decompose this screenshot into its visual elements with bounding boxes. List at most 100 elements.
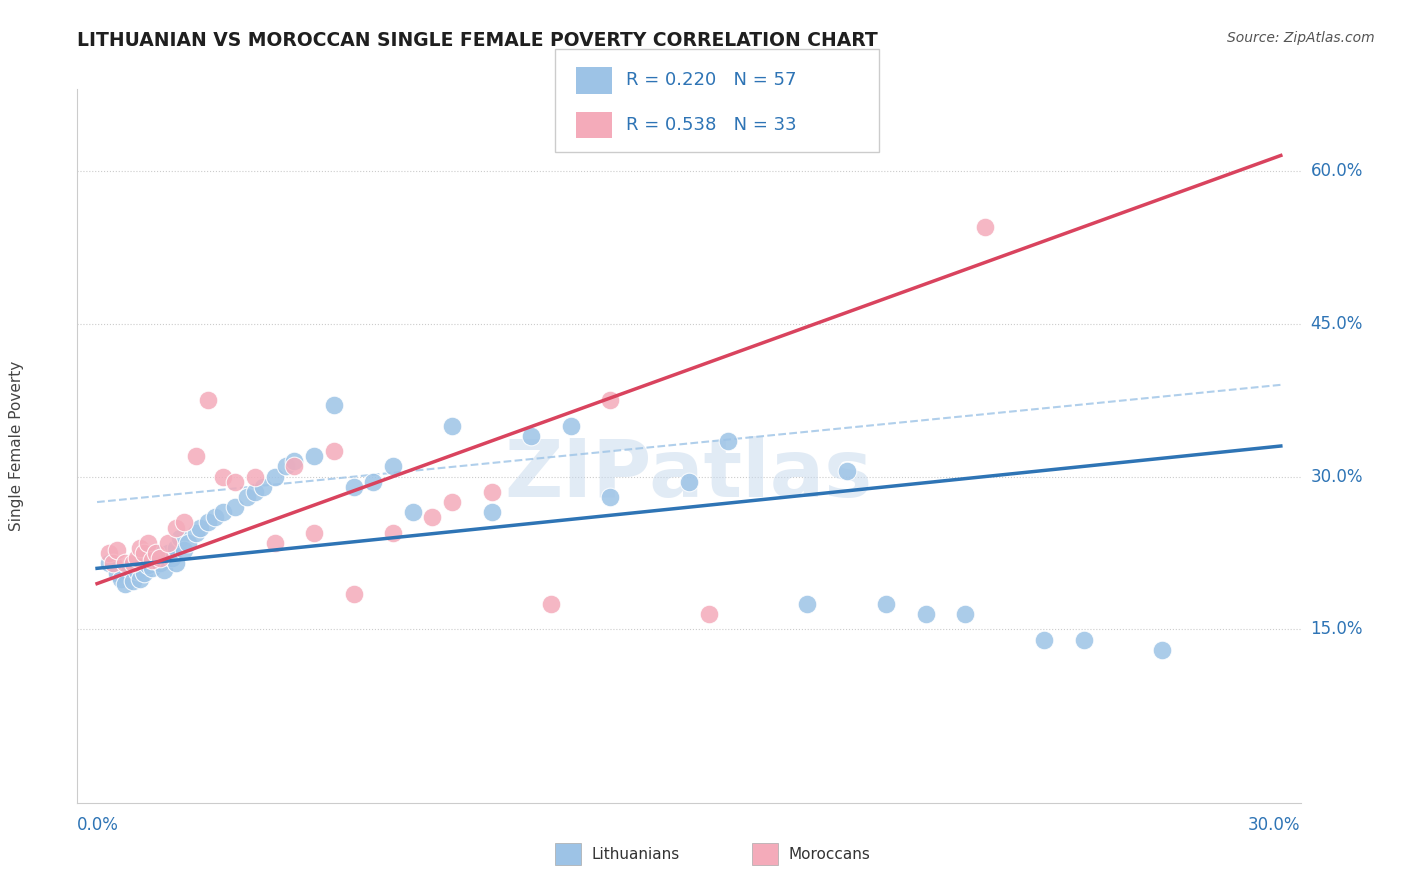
Moroccans	[697, 607, 720, 622]
Moroccans	[441, 495, 464, 509]
Text: 0.0%: 0.0%	[77, 816, 120, 834]
Moroccans	[540, 597, 562, 611]
Lithuanians	[382, 459, 405, 474]
Lithuanians	[129, 572, 152, 586]
Moroccans	[165, 520, 187, 534]
Text: R = 0.220   N = 57: R = 0.220 N = 57	[626, 71, 796, 89]
Moroccans	[145, 546, 167, 560]
Text: 30.0%: 30.0%	[1310, 467, 1362, 485]
Moroccans	[138, 536, 160, 550]
Lithuanians	[110, 572, 132, 586]
Lithuanians	[236, 490, 259, 504]
Lithuanians	[520, 429, 543, 443]
Moroccans	[134, 546, 156, 560]
Lithuanians	[252, 480, 274, 494]
Text: Moroccans: Moroccans	[789, 847, 870, 862]
Lithuanians	[796, 597, 818, 611]
Lithuanians	[441, 418, 464, 433]
Lithuanians	[121, 574, 143, 588]
Lithuanians	[402, 505, 425, 519]
Lithuanians	[243, 484, 266, 499]
Moroccans	[599, 393, 621, 408]
Lithuanians	[114, 576, 136, 591]
Moroccans	[121, 556, 143, 570]
Lithuanians	[276, 459, 298, 474]
Text: ZIPatlas: ZIPatlas	[505, 435, 873, 514]
Moroccans	[97, 546, 120, 560]
Lithuanians	[184, 525, 207, 540]
Lithuanians	[153, 563, 176, 577]
Text: 30.0%: 30.0%	[1249, 816, 1301, 834]
Lithuanians	[177, 536, 200, 550]
Lithuanians	[138, 549, 160, 563]
Lithuanians	[302, 449, 325, 463]
Lithuanians	[188, 520, 211, 534]
Moroccans	[422, 510, 444, 524]
Lithuanians	[322, 398, 344, 412]
Text: Source: ZipAtlas.com: Source: ZipAtlas.com	[1227, 31, 1375, 45]
Lithuanians	[141, 561, 163, 575]
Moroccans	[101, 556, 124, 570]
Lithuanians	[117, 561, 139, 575]
Lithuanians	[1033, 632, 1056, 647]
Lithuanians	[1152, 643, 1174, 657]
Moroccans	[197, 393, 219, 408]
Lithuanians	[481, 505, 503, 519]
Moroccans	[243, 469, 266, 483]
Lithuanians	[953, 607, 976, 622]
Moroccans	[125, 551, 148, 566]
Lithuanians	[717, 434, 740, 448]
Text: 45.0%: 45.0%	[1310, 315, 1362, 333]
Lithuanians	[914, 607, 936, 622]
Moroccans	[263, 536, 285, 550]
Moroccans	[224, 475, 246, 489]
Moroccans	[481, 484, 503, 499]
Text: 15.0%: 15.0%	[1310, 621, 1362, 639]
Lithuanians	[125, 556, 148, 570]
Lithuanians	[342, 480, 364, 494]
Lithuanians	[138, 558, 160, 573]
Lithuanians	[560, 418, 582, 433]
Lithuanians	[283, 454, 305, 468]
Moroccans	[129, 541, 152, 555]
Lithuanians	[125, 565, 148, 579]
Lithuanians	[173, 543, 195, 558]
Text: R = 0.538   N = 33: R = 0.538 N = 33	[626, 116, 796, 134]
Text: Single Female Poverty: Single Female Poverty	[10, 361, 24, 531]
Moroccans	[114, 556, 136, 570]
Moroccans	[973, 219, 995, 234]
Moroccans	[157, 536, 180, 550]
Lithuanians	[224, 500, 246, 515]
Moroccans	[342, 587, 364, 601]
Moroccans	[105, 543, 128, 558]
Lithuanians	[197, 516, 219, 530]
Lithuanians	[157, 546, 180, 560]
Lithuanians	[134, 566, 156, 581]
Lithuanians	[1073, 632, 1095, 647]
Lithuanians	[145, 546, 167, 560]
Lithuanians	[835, 465, 858, 479]
Lithuanians	[361, 475, 384, 489]
Moroccans	[322, 444, 344, 458]
Lithuanians	[263, 469, 285, 483]
Lithuanians	[149, 556, 172, 570]
Lithuanians	[169, 531, 191, 545]
Lithuanians	[875, 597, 897, 611]
Lithuanians	[160, 551, 183, 566]
Moroccans	[283, 459, 305, 474]
Lithuanians	[97, 556, 120, 570]
Moroccans	[173, 516, 195, 530]
Text: 60.0%: 60.0%	[1310, 161, 1362, 180]
Lithuanians	[165, 556, 187, 570]
Lithuanians	[204, 510, 226, 524]
Moroccans	[212, 469, 235, 483]
Moroccans	[141, 553, 163, 567]
Moroccans	[302, 525, 325, 540]
Lithuanians	[678, 475, 700, 489]
Moroccans	[149, 551, 172, 566]
Lithuanians	[599, 490, 621, 504]
Moroccans	[382, 525, 405, 540]
Text: LITHUANIAN VS MOROCCAN SINGLE FEMALE POVERTY CORRELATION CHART: LITHUANIAN VS MOROCCAN SINGLE FEMALE POV…	[77, 31, 879, 50]
Moroccans	[184, 449, 207, 463]
Lithuanians	[145, 553, 167, 567]
